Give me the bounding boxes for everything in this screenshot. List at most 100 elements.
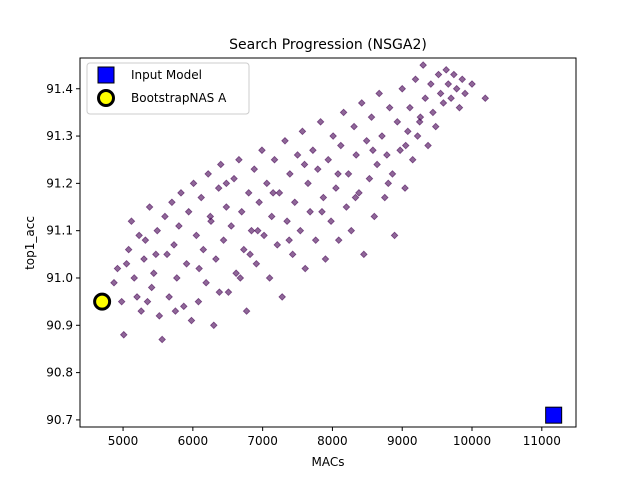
- data-point: [298, 127, 307, 136]
- data-point: [124, 245, 133, 254]
- data-point: [270, 155, 279, 164]
- data-point: [113, 264, 122, 273]
- data-point: [165, 293, 173, 301]
- x-tick-label: 7000: [247, 434, 278, 448]
- data-point: [117, 297, 126, 306]
- data-point: [327, 217, 335, 226]
- data-point: [216, 160, 225, 169]
- data-point: [197, 193, 206, 202]
- data-point: [413, 132, 422, 140]
- data-point: [175, 222, 183, 230]
- data-point: [130, 274, 139, 282]
- data-point: [133, 293, 141, 301]
- data-point: [436, 89, 445, 98]
- data-point: [206, 212, 215, 221]
- y-tick-label: 91.0: [46, 271, 73, 285]
- data-point: [263, 179, 271, 188]
- data-point: [329, 132, 337, 140]
- data-point: [168, 198, 176, 207]
- legend: Input Model BootstrapNAS A: [86, 62, 250, 115]
- legend-bootstrapnas-label: BootstrapNAS A: [131, 91, 227, 105]
- data-point: [444, 80, 453, 88]
- data-point: [373, 160, 381, 169]
- data-point: [179, 302, 188, 311]
- data-point: [398, 84, 407, 93]
- data-point: [424, 141, 432, 150]
- data-point: [385, 103, 394, 112]
- x-tick-label: 6000: [178, 434, 209, 448]
- data-point: [306, 207, 314, 216]
- bootstrapnas-a-point: [93, 292, 112, 311]
- data-point: [278, 293, 287, 301]
- data-point: [209, 321, 218, 330]
- data-point: [230, 174, 238, 183]
- x-axis-label: MACs: [312, 455, 345, 469]
- legend-frame: [86, 62, 250, 115]
- data-point: [143, 297, 152, 306]
- data-point: [172, 274, 181, 282]
- data-point: [406, 103, 414, 112]
- data-point: [215, 288, 224, 296]
- y-axis-label: top1_acc: [23, 216, 37, 270]
- data-point: [244, 189, 253, 197]
- input-model-point: [545, 406, 563, 424]
- data-point: [311, 236, 320, 244]
- data-point: [300, 160, 309, 169]
- data-point: [447, 94, 455, 103]
- data-point: [253, 226, 262, 235]
- data-point: [189, 179, 198, 188]
- data-point: [396, 146, 404, 155]
- data-point: [147, 283, 156, 292]
- data-point: [122, 259, 131, 268]
- data-point: [458, 75, 467, 84]
- y-tick-label: 90.8: [46, 366, 73, 380]
- data-point: [265, 274, 274, 282]
- data-point: [227, 222, 236, 230]
- data-point: [237, 207, 246, 216]
- data-point: [434, 70, 443, 79]
- data-point: [242, 307, 251, 315]
- data-point: [269, 189, 277, 197]
- data-point: [222, 203, 231, 211]
- data-point: [252, 259, 261, 268]
- data-point: [171, 307, 180, 315]
- data-point: [127, 217, 136, 226]
- data-point: [339, 108, 348, 117]
- data-point: [355, 189, 363, 197]
- data-point: [421, 94, 430, 103]
- data-point: [224, 288, 233, 296]
- data-point: [290, 198, 299, 207]
- data-point: [246, 250, 254, 259]
- data-point: [336, 141, 345, 150]
- data-point: [236, 274, 245, 282]
- data-point: [194, 297, 203, 306]
- data-point: [267, 212, 276, 221]
- data-point: [110, 278, 118, 287]
- highlighted-points: [93, 292, 563, 424]
- data-point: [152, 250, 160, 259]
- data-point: [452, 84, 461, 93]
- data-point: [367, 113, 376, 121]
- data-point: [135, 231, 143, 240]
- y-tick-label: 90.9: [46, 318, 73, 332]
- data-point: [163, 250, 171, 259]
- data-point: [334, 236, 343, 244]
- x-axis-ticks: 5000 6000 7000 8000 9000 10000 11000: [108, 427, 561, 448]
- data-point: [260, 231, 268, 240]
- data-point: [350, 122, 358, 131]
- data-point: [187, 316, 196, 325]
- data-point: [207, 217, 215, 226]
- data-point: [296, 226, 305, 235]
- data-point: [351, 193, 360, 202]
- data-point: [285, 236, 293, 244]
- data-points: [110, 61, 490, 344]
- data-point: [411, 75, 420, 84]
- data-point: [380, 193, 389, 202]
- data-point: [360, 250, 368, 259]
- data-point: [158, 335, 166, 344]
- data-point: [431, 122, 440, 131]
- data-point: [390, 231, 399, 240]
- x-tick-label: 8000: [317, 434, 348, 448]
- data-point: [182, 259, 191, 268]
- data-point: [352, 151, 360, 159]
